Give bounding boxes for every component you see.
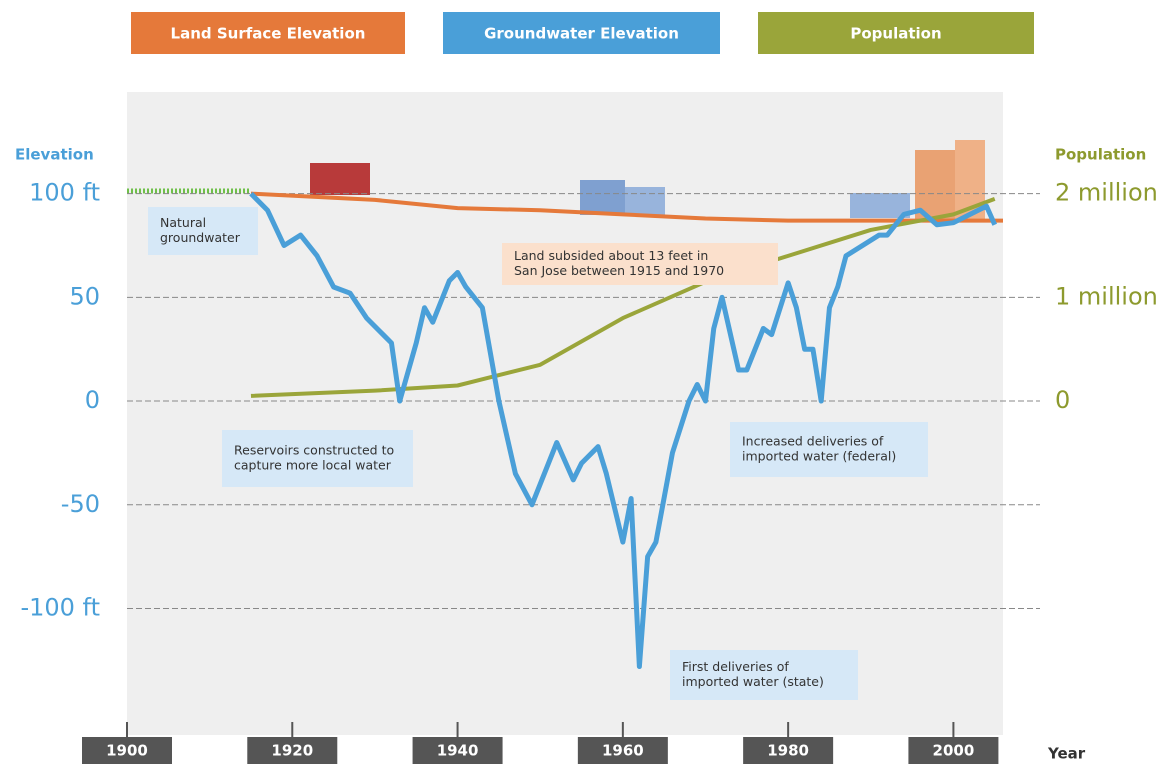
legend-swatch <box>443 12 720 54</box>
annotation-text: Increased deliveries of <box>742 434 884 449</box>
series-line <box>250 196 996 398</box>
house <box>580 180 625 215</box>
x-tick-box <box>908 737 999 764</box>
x-tick-label: 1900 <box>106 742 148 760</box>
legend-label: Population <box>850 25 941 43</box>
annotation-box <box>148 207 258 255</box>
x-tick-box <box>82 737 172 764</box>
y-tick-label: 50 <box>69 282 100 310</box>
x-tick-label: 2000 <box>933 742 975 760</box>
annotation-text: capture more local water <box>234 458 392 473</box>
annotation-box <box>730 422 928 477</box>
legend-label: Groundwater Elevation <box>484 25 679 43</box>
y-axis-label: Elevation <box>15 146 94 164</box>
annotation-text: San Jose between 1915 and 1970 <box>514 263 724 278</box>
annotation-text: Natural <box>160 215 206 230</box>
x-tick-box <box>412 737 503 764</box>
annotation-text: imported water (state) <box>682 674 824 689</box>
legend-swatch <box>131 12 405 54</box>
house <box>625 187 665 215</box>
y2-tick-label: 0 <box>1055 386 1070 414</box>
y2-tick-label: 1 million <box>1055 282 1158 310</box>
legend-label: Land Surface Elevation <box>171 25 366 43</box>
annotation-text: imported water (federal) <box>742 449 896 464</box>
x-tick-box <box>743 737 834 764</box>
barn <box>310 163 370 195</box>
y-tick-label: 0 <box>85 386 100 414</box>
legend-swatch <box>758 12 1034 54</box>
annotation-text: First deliveries of <box>682 659 789 674</box>
annotation-text: groundwater <box>160 230 241 245</box>
x-tick-label: 1940 <box>437 742 479 760</box>
annotation-box <box>222 430 413 487</box>
y-tick-label: -50 <box>61 490 100 518</box>
plot-background <box>127 92 1003 735</box>
x-tick-label: 1920 <box>271 742 313 760</box>
x-tick-label: 1960 <box>602 742 644 760</box>
x-axis-label: Year <box>1047 745 1086 763</box>
y-tick-label: 100 ft <box>29 179 100 207</box>
x-tick-box <box>577 737 668 764</box>
y2-axis-label: Population <box>1055 146 1146 164</box>
annotation-box <box>670 650 858 700</box>
annotation-box <box>502 243 778 285</box>
x-tick-label: 1980 <box>767 742 809 760</box>
y-tick-label: -100 ft <box>20 593 100 621</box>
annotation-text: Reservoirs constructed to <box>234 443 394 458</box>
series-line <box>250 191 1003 223</box>
annotation-text: Land subsided about 13 feet in <box>514 248 708 263</box>
series-line <box>249 191 998 670</box>
y2-tick-label: 2 million <box>1055 179 1158 207</box>
house <box>850 193 910 218</box>
x-tick-box <box>247 737 338 764</box>
